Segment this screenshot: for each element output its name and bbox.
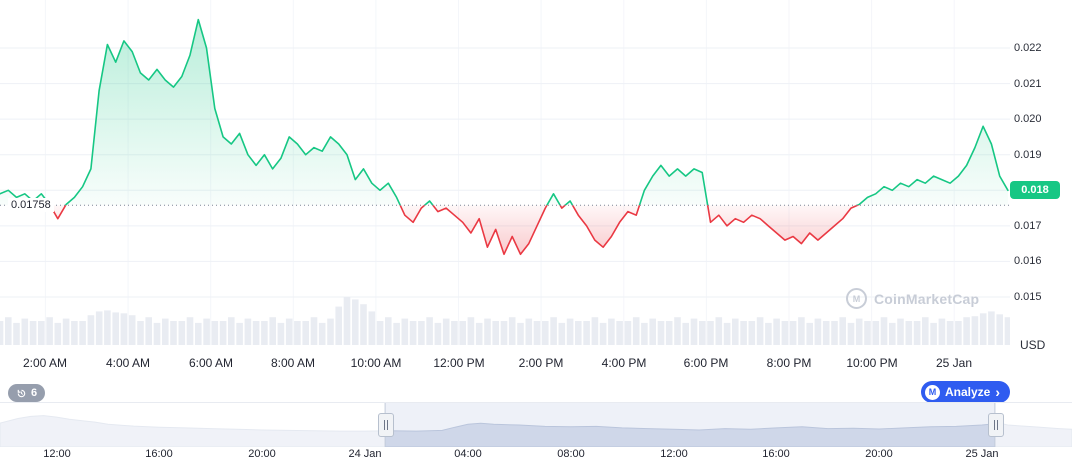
watermark-text: CoinMarketCap (874, 290, 980, 307)
navigator-axis-label: 08:00 (557, 448, 585, 460)
history-clock-icon (16, 388, 27, 399)
x-axis-label: 8:00 AM (270, 356, 316, 370)
x-axis-label: 4:00 AM (105, 356, 151, 370)
x-axis-label: 8:00 PM (766, 356, 812, 370)
navigator-axis: 12:00 16:00 20:00 24 Jan 04:00 08:00 12:00 16:0… (0, 448, 1072, 464)
y-axis-label: 0.020 (1014, 113, 1042, 125)
x-axis-label: 2:00 AM (22, 356, 68, 370)
x-axis-label: 6:00 PM (683, 356, 729, 370)
x-axis-label: 4:00 PM (601, 356, 647, 370)
coinmarketcap-logo-icon: M (924, 384, 940, 400)
chevron-right-icon: › (995, 384, 1000, 400)
navigator-left-handle[interactable] (378, 413, 394, 437)
navigator-axis-label: 20:00 (865, 448, 893, 460)
range-navigator[interactable] (0, 402, 1072, 447)
analyze-label: Analyze (944, 385, 991, 399)
price-chart[interactable] (0, 0, 1010, 345)
coinmarketcap-watermark: M CoinMarketCap (846, 288, 979, 309)
y-axis-label: 0.016 (1014, 255, 1042, 267)
analyze-button[interactable]: M Analyze › (920, 381, 1010, 403)
x-axis-label: 12:00 PM (433, 356, 485, 370)
axis-unit-label: USD (1020, 338, 1046, 352)
baseline-price-label: 0.01758 (8, 198, 54, 212)
y-axis-label: 0.022 (1014, 42, 1042, 54)
chart-history-badge[interactable]: 6 (8, 384, 46, 402)
y-axis-label: 0.017 (1014, 220, 1042, 232)
y-axis-label: 0.015 (1014, 291, 1042, 303)
navigator-axis-label: 24 Jan (348, 448, 382, 460)
x-axis-label: 10:00 AM (350, 356, 402, 370)
x-axis-label: 25 Jan (935, 356, 973, 370)
navigator-axis-label: 16:00 (762, 448, 790, 460)
current-price-badge: 0.018 (1010, 181, 1060, 199)
history-count: 6 (31, 387, 38, 399)
x-axis-label: 2:00 PM (518, 356, 564, 370)
navigator-axis-label: 04:00 (454, 448, 482, 460)
x-axis: 2:00 AM 4:00 AM 6:00 AM 8:00 AM 10:00 AM 12:0… (0, 356, 1010, 372)
coinmarketcap-logo-icon: M (846, 288, 867, 309)
x-axis-label: 6:00 AM (188, 356, 234, 370)
navigator-axis-label: 12:00 (660, 448, 688, 460)
navigator-axis-label: 25 Jan (965, 448, 999, 460)
navigator-axis-label: 20:00 (248, 448, 276, 460)
x-axis-label: 10:00 PM (846, 356, 898, 370)
y-axis-label: 0.019 (1014, 149, 1042, 161)
navigator-axis-label: 16:00 (145, 448, 173, 460)
navigator-axis-label: 12:00 (43, 448, 71, 460)
y-axis-label: 0.021 (1014, 78, 1042, 90)
navigator-right-handle[interactable] (988, 413, 1004, 437)
